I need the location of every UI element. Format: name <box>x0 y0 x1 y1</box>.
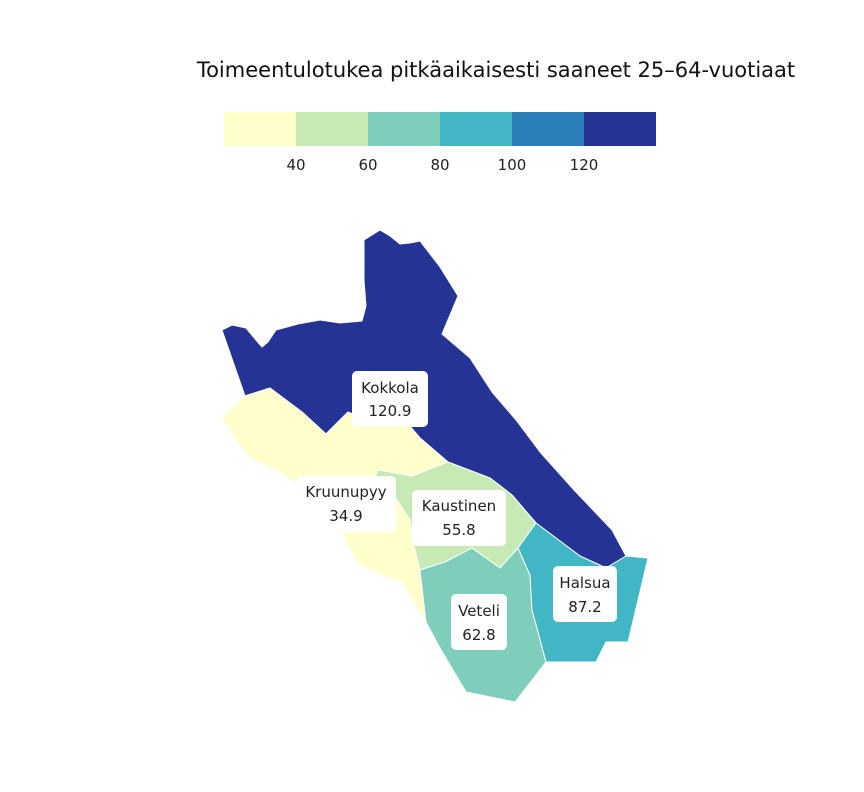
legend-tick-label: 120 <box>570 156 599 174</box>
region-value-label: 34.9 <box>329 507 362 525</box>
legend-bin-4 <box>440 112 512 146</box>
legend-tick-label: 80 <box>430 156 449 174</box>
label-box <box>451 594 507 650</box>
region-value-label: 87.2 <box>568 598 601 616</box>
region-labels: Kokkola 120.9 Kruunupyy 34.9 Kaustinen 5… <box>296 371 617 650</box>
region-name-label: Veteli <box>458 602 500 620</box>
region-value-label: 62.8 <box>462 626 495 644</box>
color-legend: 40 60 80 100 120 <box>224 112 656 174</box>
label-box <box>352 371 428 427</box>
legend-bin-6 <box>584 112 656 146</box>
map-title: Toimeentulotukea pitkäaikaisesti saaneet… <box>196 58 795 82</box>
region-value-label: 120.9 <box>369 402 412 420</box>
label-kaustinen: Kaustinen 55.8 <box>412 490 506 546</box>
legend-tick-label: 100 <box>498 156 527 174</box>
label-kokkola: Kokkola 120.9 <box>352 371 428 427</box>
region-name-label: Halsua <box>559 574 610 592</box>
label-box <box>296 476 396 532</box>
legend-tick-label: 40 <box>286 156 305 174</box>
label-veteli: Veteli 62.8 <box>451 594 507 650</box>
legend-tick-label: 60 <box>358 156 377 174</box>
label-kruunupyy: Kruunupyy 34.9 <box>296 476 396 532</box>
legend-bin-5 <box>512 112 584 146</box>
label-box <box>553 566 617 622</box>
region-value-label: 55.8 <box>442 521 475 539</box>
municipality-regions <box>221 229 649 703</box>
region-name-label: Kokkola <box>361 379 419 397</box>
region-name-label: Kaustinen <box>422 497 496 515</box>
legend-bin-2 <box>296 112 368 146</box>
region-name-label: Kruunupyy <box>305 483 386 501</box>
legend-bin-3 <box>368 112 440 146</box>
legend-bin-1 <box>224 112 296 146</box>
label-halsua: Halsua 87.2 <box>553 566 617 622</box>
label-box <box>412 490 506 546</box>
